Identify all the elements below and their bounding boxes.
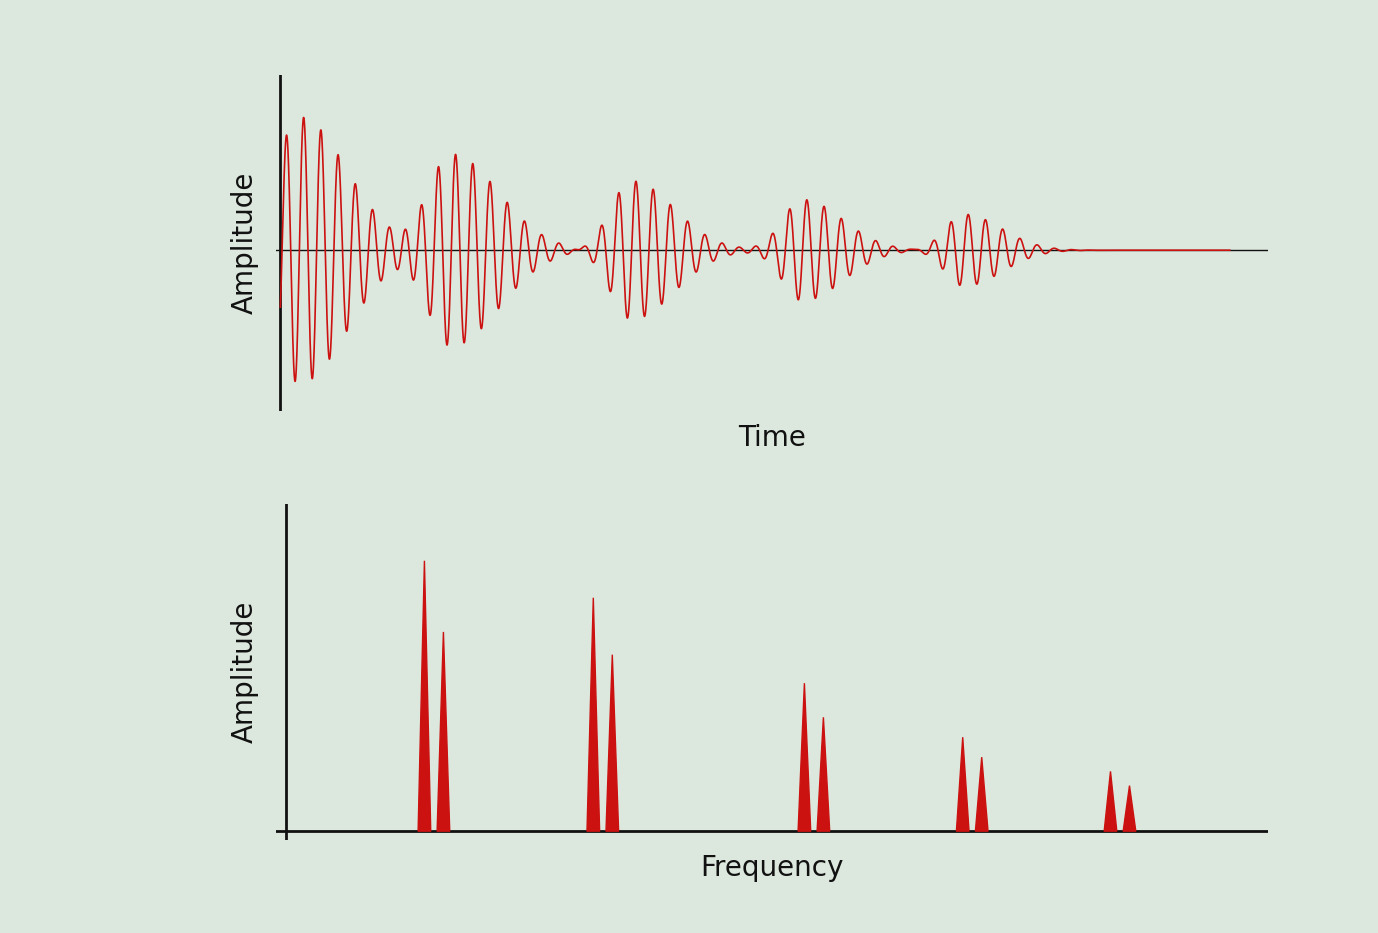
X-axis label: Frequency: Frequency [700,854,843,882]
Polygon shape [418,561,431,831]
Polygon shape [587,598,599,831]
Polygon shape [1104,772,1116,831]
Polygon shape [437,632,449,831]
Polygon shape [956,737,969,831]
Polygon shape [817,717,830,831]
Polygon shape [798,683,810,831]
Polygon shape [1123,786,1135,831]
Polygon shape [976,758,988,831]
Y-axis label: Amplitude: Amplitude [232,172,259,313]
Polygon shape [606,655,619,831]
Y-axis label: Amplitude: Amplitude [232,601,259,743]
X-axis label: Time: Time [737,425,806,453]
